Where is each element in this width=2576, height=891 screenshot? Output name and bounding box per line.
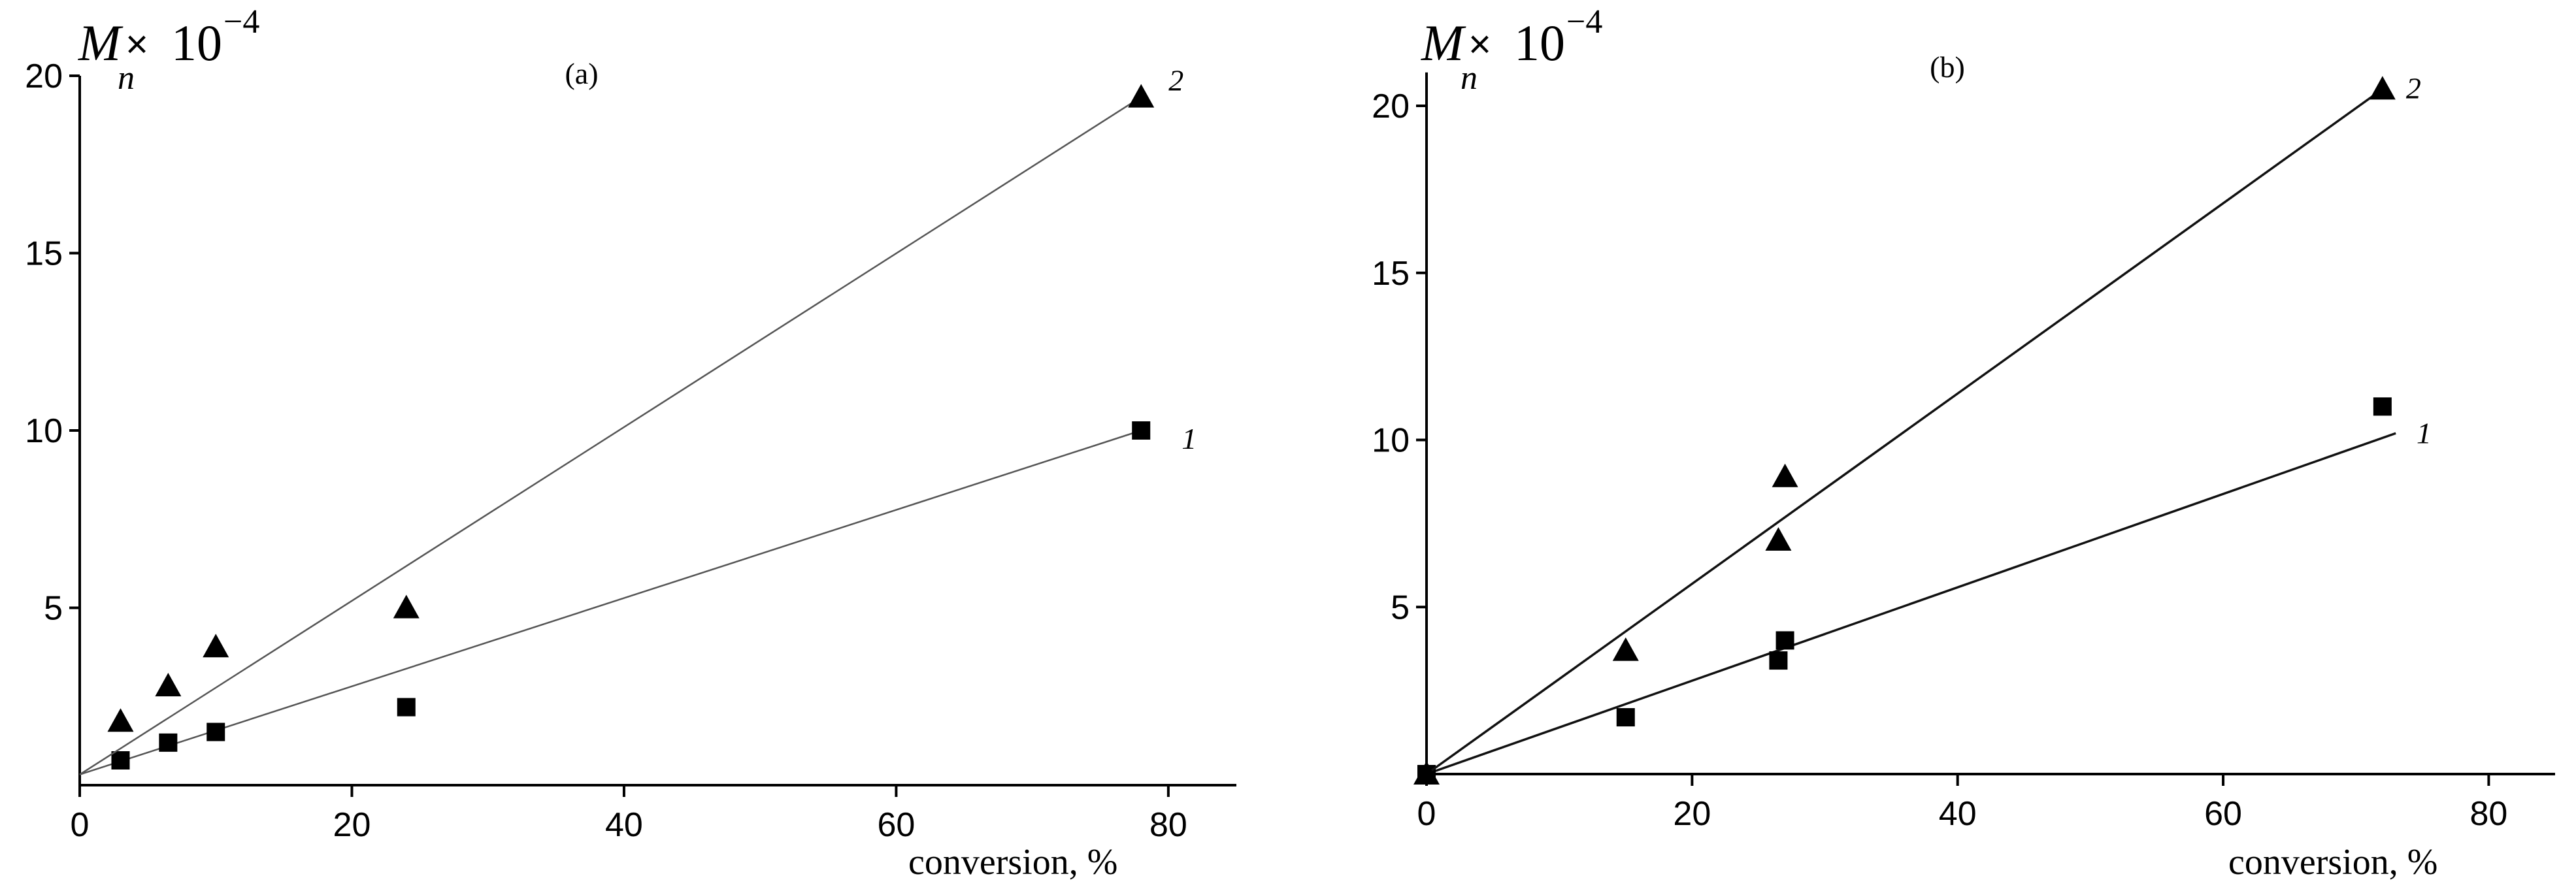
y-tick-label: 5: [44, 590, 63, 628]
y-tick-label: 10: [1372, 422, 1410, 460]
data-point-square: [397, 698, 416, 717]
panel-label: (a): [565, 57, 598, 90]
y-axis-label-main: M: [1421, 14, 1466, 71]
data-point-triangle: [1413, 761, 1440, 785]
data-point-triangle: [107, 708, 134, 732]
y-axis-label-times: ×: [125, 22, 148, 66]
x-tick-label: 0: [1417, 795, 1436, 833]
data-point-square: [1616, 708, 1635, 727]
data-point-triangle: [203, 634, 229, 658]
data-point-triangle: [1612, 637, 1639, 661]
data-point-square: [111, 751, 130, 770]
y-tick-label: 15: [1372, 255, 1410, 293]
y-axis-label-times: ×: [1468, 22, 1491, 66]
x-axis-label: conversion, %: [2228, 842, 2437, 883]
series-label: 1: [1181, 422, 1197, 455]
x-tick-label: 60: [2204, 795, 2242, 833]
series-label: 2: [2406, 71, 2421, 105]
x-tick-label: 80: [2469, 795, 2507, 833]
x-tick-label: 60: [877, 806, 915, 844]
data-point-triangle: [2369, 76, 2396, 100]
data-point-square: [1769, 651, 1788, 670]
data-point-triangle: [1772, 463, 1798, 487]
data-point-triangle: [1128, 84, 1155, 108]
y-axis-label-sub: n: [118, 59, 135, 97]
y-axis-label-sub: n: [1461, 59, 1478, 97]
fit-line-series-2: [1425, 88, 2383, 775]
series-label: 2: [1168, 64, 1183, 97]
x-tick-label: 80: [1149, 806, 1187, 844]
y-tick-label: 20: [1372, 88, 1410, 125]
y-axis-label-exponent: −4: [223, 3, 259, 40]
y-axis-label-main: M: [78, 14, 124, 71]
data-point-square: [159, 733, 178, 752]
y-tick-label: 5: [1391, 589, 1410, 626]
y-axis-label-base: 10: [1514, 14, 1565, 71]
data-point-triangle: [1765, 526, 1792, 551]
data-point-triangle: [393, 594, 420, 619]
x-axis-label: conversion, %: [908, 842, 1117, 883]
y-tick-label: 20: [25, 57, 63, 95]
y-tick-label: 15: [25, 235, 63, 273]
series-label: 1: [2417, 416, 2432, 449]
x-tick-label: 0: [71, 806, 90, 844]
fit-line-series-1: [79, 429, 1142, 775]
y-axis-label-exponent: −4: [1566, 3, 1602, 40]
data-point-square: [1775, 631, 1794, 650]
data-point-square: [206, 722, 225, 741]
data-point-triangle: [155, 672, 182, 696]
data-point-square: [2373, 397, 2392, 416]
y-axis-label-base: 10: [171, 14, 222, 71]
fit-line-series-1: [1426, 432, 2396, 775]
data-point-square: [1132, 421, 1151, 440]
x-tick-label: 40: [1939, 795, 1977, 833]
x-tick-label: 20: [1673, 795, 1711, 833]
fit-line-series-2: [79, 96, 1142, 775]
panel-label: (b): [1930, 50, 1965, 84]
x-tick-label: 40: [605, 806, 643, 844]
x-tick-label: 20: [333, 806, 371, 844]
y-tick-label: 10: [25, 412, 63, 450]
